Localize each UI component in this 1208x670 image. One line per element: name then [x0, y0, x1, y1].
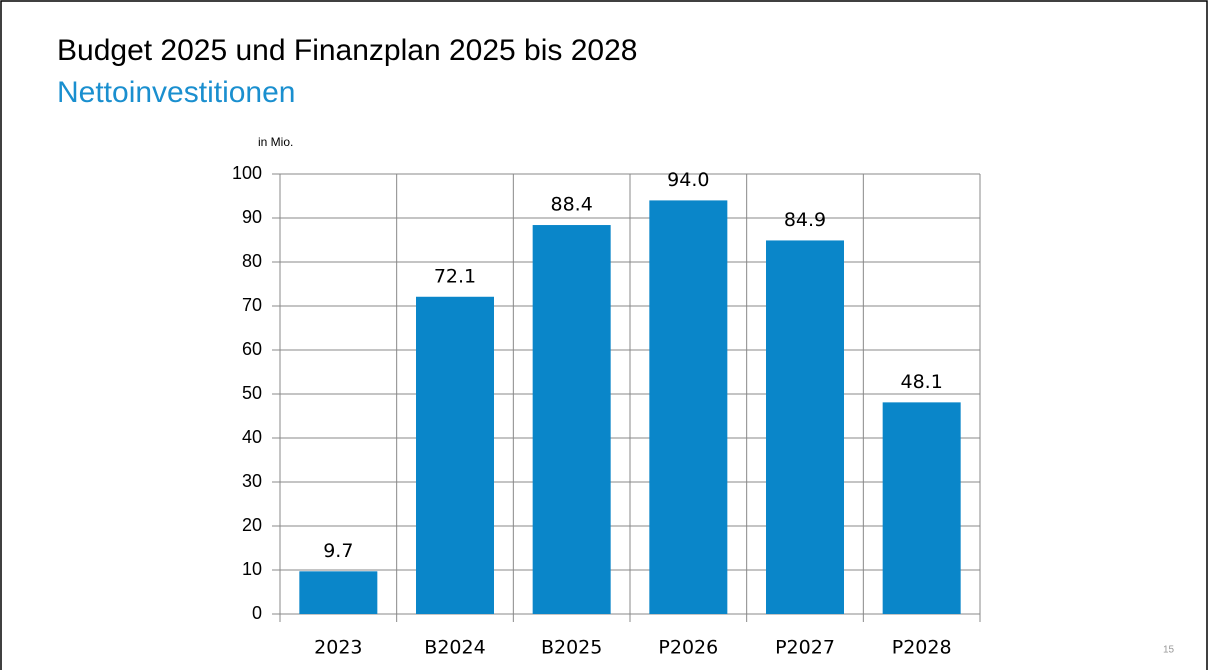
bar [416, 296, 494, 614]
bar [299, 571, 378, 614]
x-tick-label: B2024 [424, 637, 485, 659]
data-label: 84.9 [784, 209, 826, 231]
page-number: 15 [1163, 645, 1175, 656]
x-tick-label: P2026 [658, 637, 718, 659]
data-label: 88.4 [551, 194, 593, 216]
y-tick-label: 0 [252, 603, 262, 623]
data-label: 9.7 [323, 540, 353, 562]
y-tick-label: 70 [242, 295, 262, 315]
y-tick-label: 10 [242, 559, 262, 579]
data-label: 94.0 [667, 169, 709, 191]
y-tick-label: 50 [242, 383, 262, 403]
bar [532, 225, 611, 615]
x-tick-label: 2023 [314, 637, 362, 659]
y-tick-label: 30 [242, 471, 262, 491]
chart-subtitle: Nettoinvestitionen [57, 76, 295, 109]
bar [766, 240, 844, 614]
y-tick-label: 60 [242, 339, 262, 359]
y-tick-label: 40 [242, 427, 262, 447]
bar [882, 402, 961, 614]
y-axis-label: in Mio. [258, 135, 293, 149]
data-label: 48.1 [901, 371, 943, 393]
bar [649, 200, 728, 614]
chart-title: Budget 2025 und Finanzplan 2025 bis 2028 [57, 34, 637, 67]
y-tick-label: 100 [232, 163, 262, 183]
y-tick-label: 80 [242, 251, 262, 271]
x-tick-label: P2028 [892, 637, 952, 659]
x-tick-label: B2025 [541, 637, 602, 659]
x-tick-label: P2027 [775, 637, 835, 659]
y-tick-label: 90 [242, 207, 262, 227]
y-tick-label: 20 [242, 515, 262, 535]
data-label: 72.1 [434, 265, 476, 287]
